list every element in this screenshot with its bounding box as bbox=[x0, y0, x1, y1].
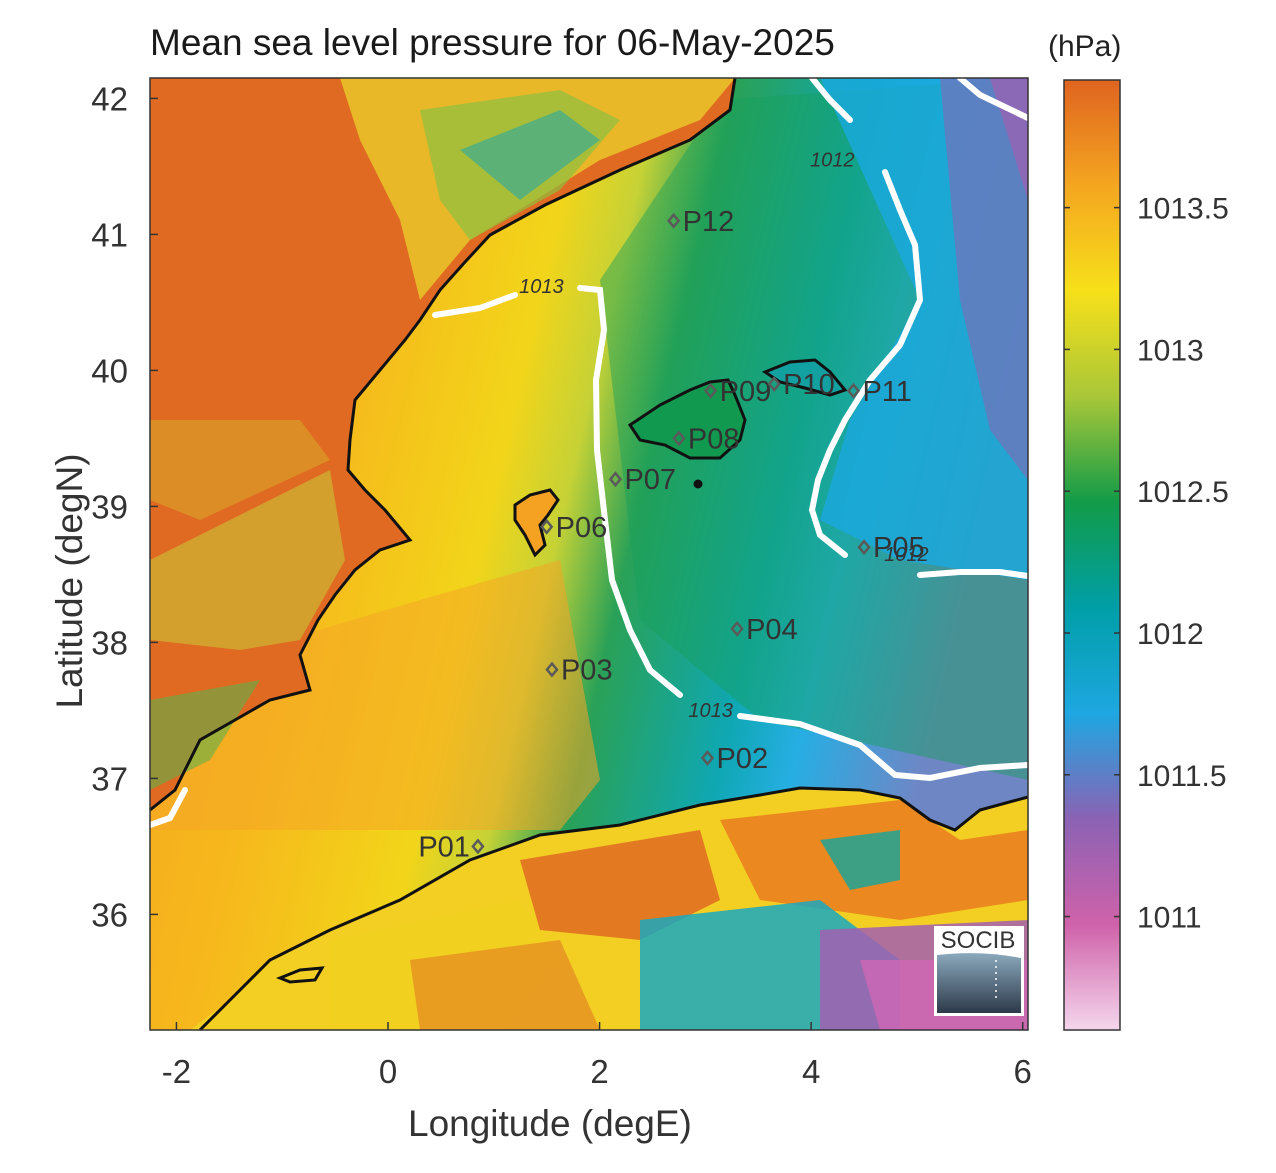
isobar-labels: 1013 1013 1012 1012 bbox=[519, 149, 928, 722]
colorbar bbox=[1063, 79, 1121, 1031]
x-axis-label: Longitude (degE) bbox=[408, 1103, 692, 1144]
station-marker bbox=[704, 382, 718, 399]
isobar-label: 1012 bbox=[810, 149, 855, 171]
y-axis-ticks: 42 41 40 39 38 37 36 bbox=[91, 80, 158, 933]
x-tick-label: 2 bbox=[590, 1053, 608, 1090]
coastline-iberia bbox=[149, 77, 737, 812]
station-label: P10 bbox=[783, 369, 835, 401]
coastline-cabrera bbox=[693, 479, 703, 489]
colorbar-tick-label: 1012.5 bbox=[1137, 476, 1229, 509]
map-title: Mean sea level pressure for 06-May-2025 bbox=[150, 22, 835, 63]
isobar-label: 1013 bbox=[519, 276, 564, 298]
station-marker bbox=[672, 430, 686, 447]
isobar-1012-south bbox=[917, 569, 1031, 579]
isobar-label: 1013 bbox=[688, 700, 733, 722]
station-marker bbox=[540, 518, 554, 535]
isobar-1013-north bbox=[432, 292, 518, 318]
isobar-label: 1012 bbox=[884, 544, 929, 566]
station-marker bbox=[846, 382, 861, 399]
isobar-1013-south bbox=[737, 713, 1031, 782]
y-tick-label: 40 bbox=[91, 352, 128, 389]
station-marker bbox=[857, 539, 871, 556]
isobar-1012-main bbox=[808, 169, 924, 558]
socib-logo: SOCIB bbox=[934, 926, 1024, 1016]
station-marker bbox=[700, 750, 715, 766]
y-tick-label: 39 bbox=[91, 488, 128, 525]
station-marker bbox=[767, 376, 781, 392]
colorbar-tick-label: 1013.5 bbox=[1137, 193, 1229, 226]
colorbar-unit: (hPa) bbox=[1048, 30, 1122, 63]
coastline-alboran bbox=[275, 966, 325, 984]
station-markers: P01 P02 P03 P04 P05 P06 P07 P08 P09 P10 P11 P12 bbox=[418, 206, 924, 864]
y-tick-label: 36 bbox=[91, 896, 128, 933]
x-tick-label: -2 bbox=[162, 1053, 191, 1090]
coastline-menorca bbox=[761, 358, 848, 397]
station-label: P03 bbox=[561, 655, 613, 687]
coastline-ibiza bbox=[513, 488, 560, 558]
socib-logo-text: SOCIB bbox=[941, 927, 1016, 954]
station-label: P04 bbox=[746, 614, 798, 646]
y-tick-label: 41 bbox=[91, 216, 128, 253]
x-tick-label: 0 bbox=[379, 1053, 397, 1090]
station-label: P05 bbox=[873, 532, 925, 564]
colorbar-ticks: 1013.5 1013 1012.5 1012 1011.5 1011 bbox=[1064, 193, 1229, 935]
station-marker bbox=[471, 838, 485, 855]
x-axis-ticks: -2 0 2 4 6 bbox=[162, 1022, 1032, 1090]
station-label: P09 bbox=[720, 376, 772, 408]
coastlines bbox=[149, 77, 1029, 1032]
isobar-1013-main bbox=[577, 285, 683, 698]
station-marker bbox=[730, 620, 744, 637]
station-marker bbox=[666, 212, 681, 229]
station-label: P01 bbox=[418, 831, 470, 863]
y-tick-label: 42 bbox=[91, 80, 128, 117]
station-label: P11 bbox=[862, 376, 911, 408]
coastline-mallorca bbox=[627, 378, 747, 460]
isobars bbox=[147, 75, 1031, 828]
station-label: P07 bbox=[624, 464, 676, 496]
pressure-field bbox=[150, 78, 1028, 1030]
colorbar-tick-label: 1011.5 bbox=[1137, 760, 1227, 793]
station-marker bbox=[608, 471, 623, 488]
isobar-1012-north bbox=[809, 75, 853, 123]
station-marker bbox=[545, 661, 559, 678]
station-label: P08 bbox=[688, 423, 740, 455]
isobar-1013-sw bbox=[147, 787, 188, 828]
station-label: P06 bbox=[556, 512, 608, 544]
colorbar-tick-label: 1012 bbox=[1137, 618, 1204, 651]
colorbar-tick-label: 1013 bbox=[1137, 334, 1204, 367]
x-tick-label: 6 bbox=[1014, 1053, 1032, 1090]
y-tick-label: 37 bbox=[91, 760, 128, 797]
station-label: P12 bbox=[683, 206, 735, 238]
x-tick-label: 4 bbox=[802, 1053, 820, 1090]
y-tick-label: 38 bbox=[91, 624, 128, 661]
plot-frame bbox=[149, 77, 1029, 1031]
coastline-africa bbox=[198, 786, 1029, 1032]
colorbar-tick-label: 1011 bbox=[1137, 902, 1202, 935]
station-label: P02 bbox=[716, 743, 768, 775]
isobar-1012-ne bbox=[957, 75, 1031, 121]
